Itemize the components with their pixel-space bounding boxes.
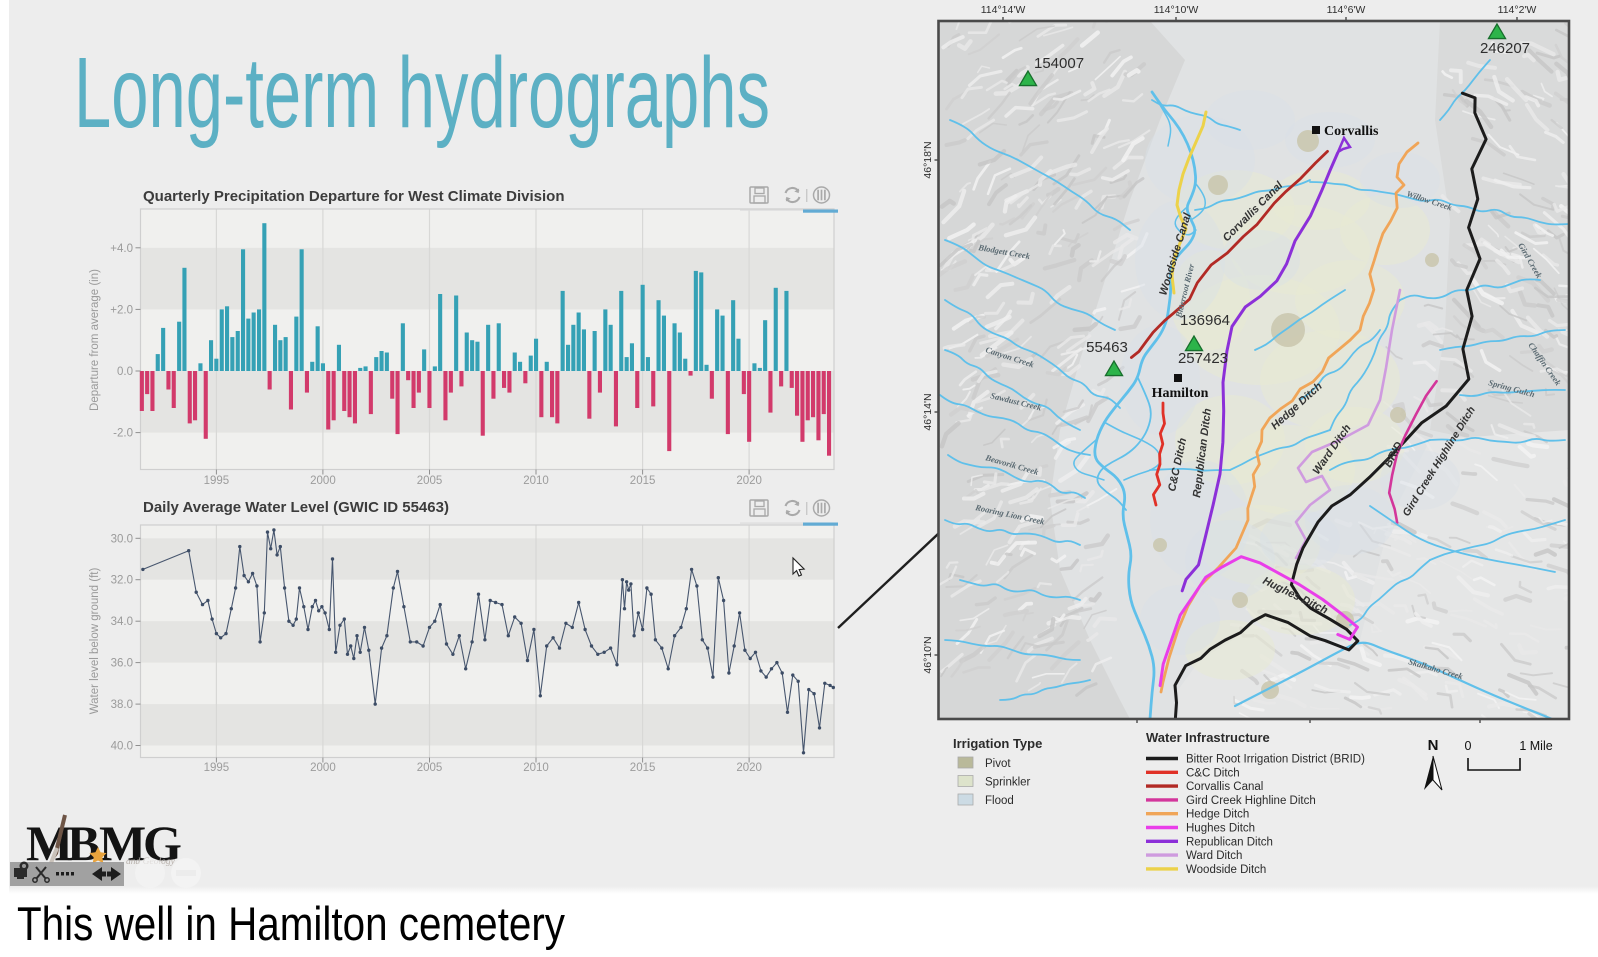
svg-text:Hedge Ditch: Hedge Ditch [1186, 809, 1249, 821]
svg-text:Departure from average (in): Departure from average (in) [89, 269, 101, 411]
svg-text:Flood: Flood [985, 795, 1014, 807]
svg-text:46°14'N: 46°14'N [922, 393, 934, 430]
svg-text:Pivot: Pivot [985, 758, 1011, 770]
svg-text:Water Infrastructure: Water Infrastructure [1146, 730, 1270, 745]
svg-text:M: M [99, 815, 146, 871]
svg-text:+4.0: +4.0 [110, 243, 133, 255]
svg-text:Woodside Ditch: Woodside Ditch [1186, 864, 1266, 876]
svg-text:136964: 136964 [1180, 312, 1230, 329]
svg-text:-2.0: -2.0 [113, 428, 133, 440]
svg-text:38.0: 38.0 [111, 699, 133, 711]
svg-text:2010: 2010 [523, 762, 549, 774]
svg-text:Corvallis Canal: Corvallis Canal [1186, 781, 1263, 793]
svg-text:46°18'N: 46°18'N [922, 141, 934, 178]
svg-text:55463: 55463 [1086, 339, 1128, 356]
svg-text:0: 0 [1465, 739, 1472, 753]
svg-text:Ward Ditch: Ward Ditch [1186, 850, 1242, 862]
svg-text:1995: 1995 [204, 475, 230, 487]
svg-text:Hamilton: Hamilton [1152, 386, 1209, 401]
svg-text:36.0: 36.0 [111, 658, 133, 670]
svg-text:Hughes Ditch: Hughes Ditch [1186, 823, 1255, 835]
svg-text:+2.0: +2.0 [110, 304, 133, 316]
svg-text:Quarterly Precipitation Depart: Quarterly Precipitation Departure for We… [143, 188, 565, 205]
svg-text:257423: 257423 [1178, 350, 1228, 367]
svg-text:2015: 2015 [630, 762, 656, 774]
svg-text:C&C Ditch: C&C Ditch [1186, 767, 1240, 779]
svg-text:2020: 2020 [736, 762, 762, 774]
svg-text:Republican Ditch: Republican Ditch [1186, 836, 1273, 848]
svg-text:40.0: 40.0 [111, 741, 133, 753]
svg-text:114°14'W: 114°14'W [981, 4, 1026, 16]
svg-text:32.0: 32.0 [111, 575, 133, 587]
svg-text:2000: 2000 [310, 475, 336, 487]
svg-text:2010: 2010 [523, 475, 549, 487]
svg-text:114°10'W: 114°10'W [1154, 4, 1199, 16]
svg-text:34.0: 34.0 [111, 616, 133, 628]
svg-text:Sprinkler: Sprinkler [985, 777, 1031, 789]
svg-text:1 Mile: 1 Mile [1519, 739, 1552, 753]
svg-text:This well in Hamilton cemetery: This well in Hamilton cemetery [17, 897, 565, 950]
svg-text:Daily Average Water Level (GWI: Daily Average Water Level (GWIC ID 55463… [143, 499, 449, 516]
svg-text:114°2'W: 114°2'W [1498, 4, 1537, 16]
svg-text:2000: 2000 [310, 762, 336, 774]
svg-text:Long-term hydrographs: Long-term hydrographs [74, 37, 770, 149]
svg-text:N: N [1428, 737, 1439, 754]
svg-text:2015: 2015 [630, 475, 656, 487]
svg-text:Corvallis: Corvallis [1324, 124, 1379, 139]
svg-text:30.0: 30.0 [111, 533, 133, 545]
svg-text:Bitter Root Irrigation Distric: Bitter Root Irrigation District (BRID) [1186, 754, 1365, 766]
svg-text:246207: 246207 [1480, 40, 1530, 57]
svg-text:Irrigation Type: Irrigation Type [953, 736, 1042, 751]
svg-text:2005: 2005 [417, 475, 443, 487]
svg-text:154007: 154007 [1034, 55, 1084, 72]
svg-text:2020: 2020 [736, 475, 762, 487]
svg-text:Gird Creek Highline Ditch: Gird Creek Highline Ditch [1186, 795, 1316, 807]
svg-text:114°6'W: 114°6'W [1327, 4, 1366, 16]
svg-text:0.0: 0.0 [117, 366, 133, 378]
svg-text:1995: 1995 [204, 762, 230, 774]
svg-text:2005: 2005 [417, 762, 443, 774]
svg-text:Water level below ground (ft): Water level below ground (ft) [89, 568, 101, 715]
svg-text:46°10'N: 46°10'N [922, 636, 934, 673]
